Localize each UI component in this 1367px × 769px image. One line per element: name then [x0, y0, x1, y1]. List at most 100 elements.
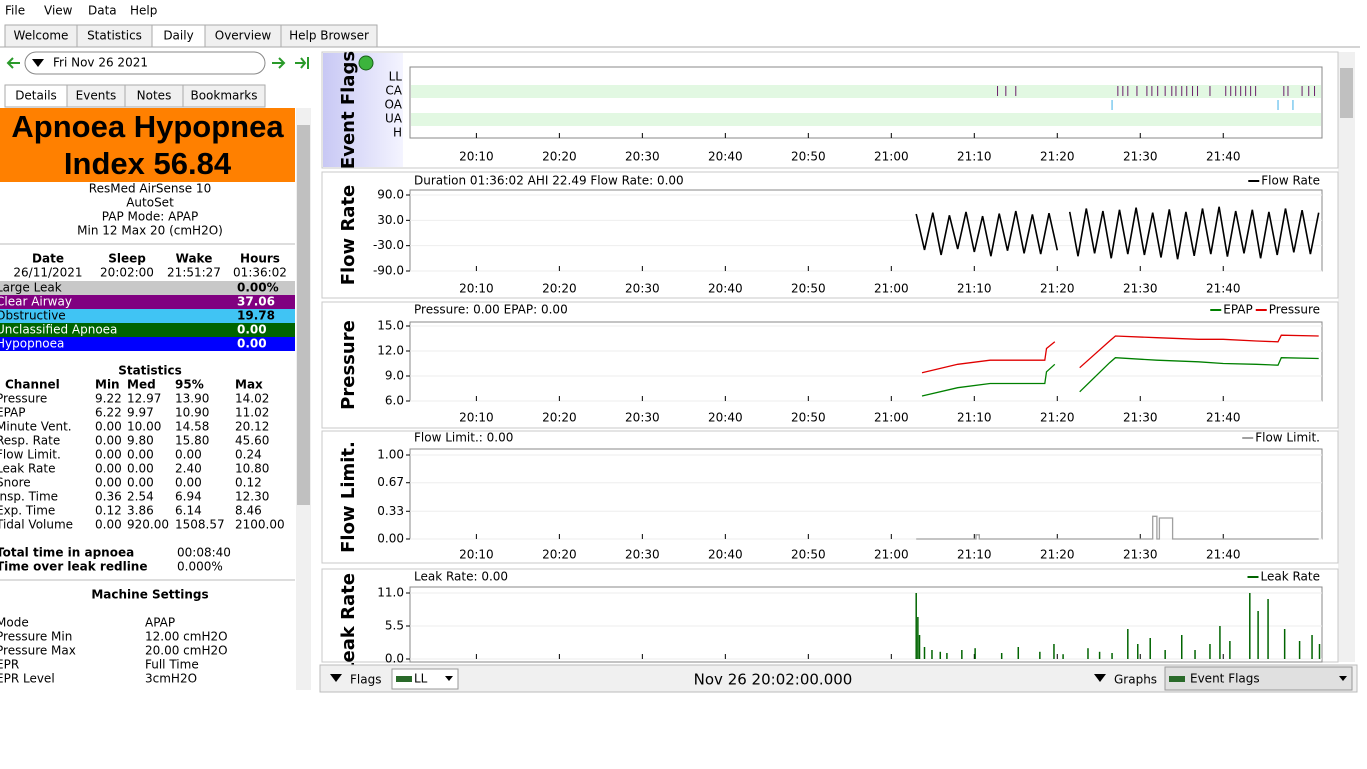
statistics-cell: 45.60 [235, 434, 269, 448]
index-label: Obstructive [0, 309, 66, 323]
x-tick-label: 21:40 [1206, 282, 1241, 296]
row-band [411, 85, 1321, 98]
statistics-cell: 14.58 [175, 420, 209, 434]
index-label: Large Leak [0, 281, 62, 295]
y-tick-label: 30.0 [377, 213, 404, 227]
statistics-cell: 0.00 [175, 448, 202, 462]
statistics-cell: 14.02 [235, 392, 269, 406]
legend-label: Leak Rate [1261, 570, 1321, 584]
index-label: Unclassified Apnoea [0, 323, 117, 337]
statistics-cell: Snore [0, 476, 31, 490]
setting-label: EPR Level [0, 672, 55, 686]
total-value: 00:08:40 [177, 546, 231, 560]
right-scrollbar[interactable] [1338, 52, 1355, 662]
statistics-cell: Flow Limit. [0, 448, 61, 462]
flags-combo[interactable] [391, 668, 459, 690]
x-tick-label: 20:40 [708, 548, 743, 562]
detail-tab[interactable] [182, 84, 266, 108]
index-label: Hypopnoea [0, 337, 64, 351]
detail-tab-label[interactable]: Bookmarks [190, 89, 257, 103]
detail-tab-label[interactable]: Details [15, 89, 57, 103]
x-tick-label: 20:30 [625, 150, 660, 164]
session-value: 21:51:27 [167, 266, 221, 280]
menu-item[interactable]: Data [88, 4, 117, 18]
x-tick-label: 21:30 [1123, 282, 1158, 296]
row-label: LL [389, 70, 403, 84]
statistics-cell: 1508.57 [175, 518, 225, 532]
x-tick-label: 21:20 [1040, 411, 1075, 425]
index-row [0, 337, 295, 351]
graph-title: Event Flags [338, 51, 359, 169]
tab-label[interactable]: Overview [215, 29, 272, 43]
statistics-cell: 0.00 [95, 420, 122, 434]
statistics-cell: 0.00 [175, 476, 202, 490]
detail-tab-label[interactable]: Notes [137, 89, 172, 103]
flags-toggle[interactable] [330, 674, 342, 682]
graphs-toggle[interactable] [1094, 674, 1106, 682]
y-tick-label: 12.0 [377, 344, 404, 358]
detail-tab-label[interactable]: Events [76, 89, 117, 103]
series-line [921, 357, 1319, 397]
tab-label[interactable]: Statistics [87, 29, 142, 43]
last-button[interactable] [295, 57, 309, 69]
menu-item[interactable]: Help [130, 4, 157, 18]
menu-item[interactable]: View [44, 4, 73, 18]
machine-info: PAP Mode: APAP [102, 210, 198, 224]
tab-label[interactable]: Help Browser [289, 29, 369, 43]
x-tick-label: 20:30 [625, 548, 660, 562]
graphs-combo-text[interactable]: Event Flags [1190, 672, 1260, 686]
x-tick-label: 21:10 [957, 282, 992, 296]
session-header: Wake [176, 252, 213, 266]
y-tick-label: 15.0 [377, 319, 404, 333]
combo-arrow[interactable] [445, 676, 453, 681]
statistics-cell: 0.00 [95, 476, 122, 490]
pin-icon[interactable] [358, 55, 374, 71]
left-scroll-thumb[interactable] [297, 125, 310, 505]
flags-label[interactable]: Flags [350, 673, 381, 687]
x-tick-label: 21:10 [957, 150, 992, 164]
statistics-cell: 0.00 [95, 518, 122, 532]
statistics-cell: 10.80 [235, 462, 269, 476]
x-tick-label: 20:10 [459, 548, 494, 562]
statistics-cell: 10.00 [127, 420, 161, 434]
row-label: OA [385, 98, 403, 112]
right-scroll-thumb[interactable] [1340, 68, 1353, 118]
statistics-cell: Exp. Time [0, 504, 55, 518]
statistics-cell: Insp. Time [0, 490, 58, 504]
statistics-cell: Tidal Volume [0, 518, 73, 532]
menu-item[interactable]: File [5, 4, 25, 18]
x-tick-label: 20:40 [708, 282, 743, 296]
forward-button[interactable] [272, 57, 286, 69]
machine-info: ResMed AirSense 10 [89, 182, 211, 196]
legend-label: Flow Rate [1261, 174, 1320, 188]
machine-info: AutoSet [126, 196, 174, 210]
x-tick-label: 20:50 [791, 150, 826, 164]
tab-label[interactable]: Daily [163, 29, 193, 43]
combo-arrow[interactable] [1339, 676, 1347, 681]
tab-label[interactable]: Welcome [14, 29, 69, 43]
graph-header: Pressure: 0.00 EPAP: 0.00 [414, 303, 568, 317]
statistics-cell: 11.02 [235, 406, 269, 420]
statistics-header: Min [95, 378, 120, 392]
title-band [323, 53, 403, 167]
statistics-cell: 9.97 [127, 406, 154, 420]
statistics-cell: 15.80 [175, 434, 209, 448]
back-button[interactable] [6, 57, 20, 69]
graphs-label[interactable]: Graphs [1114, 673, 1157, 687]
x-tick-label: 20:20 [542, 411, 577, 425]
setting-value: 20.00 cmH2O [145, 644, 228, 658]
plot-frame [409, 586, 1323, 663]
x-tick-label: 20:40 [708, 150, 743, 164]
statistics-cell: 2.54 [127, 490, 154, 504]
statistics-cell: 0.12 [235, 476, 262, 490]
flags-combo-text[interactable]: LL [414, 672, 428, 686]
date-dropdown-arrow[interactable] [32, 59, 44, 67]
setting-value: Full Time [145, 658, 199, 672]
graphs-combo[interactable] [1164, 666, 1353, 691]
setting-label: Mode [0, 616, 29, 630]
x-tick-label: 21:00 [874, 150, 909, 164]
date-picker[interactable] [24, 51, 266, 75]
tab[interactable] [280, 24, 378, 48]
